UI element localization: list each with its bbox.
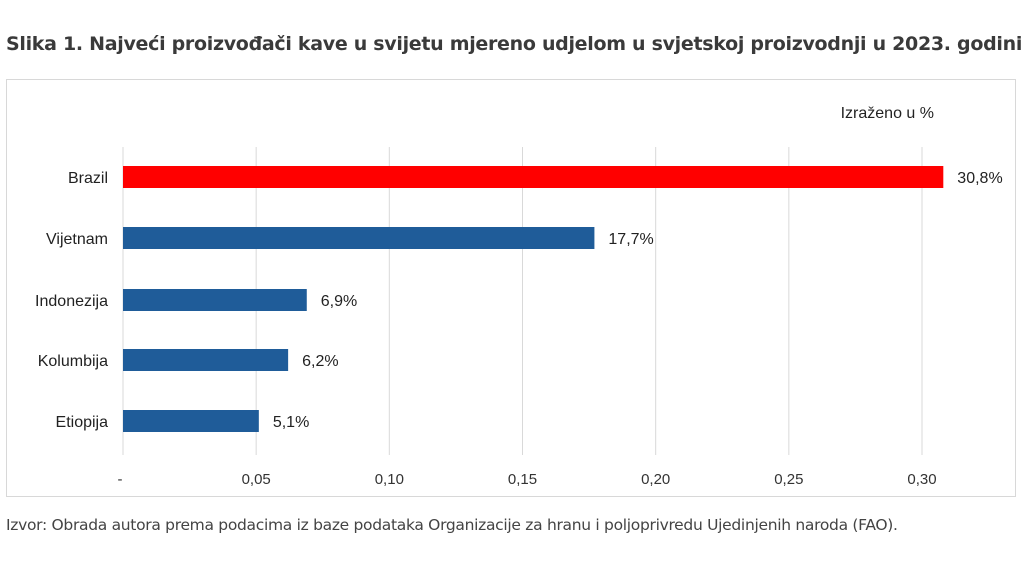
bar-etiopija: [123, 410, 259, 432]
x-tick-label: 0,15: [508, 471, 537, 488]
category-label: Indonezija: [35, 293, 108, 310]
data-label: 6,9%: [321, 293, 357, 310]
x-tick-label: 0,10: [375, 471, 404, 488]
source-note: Izvor: Obrada autora prema podacima iz b…: [6, 516, 898, 534]
x-tick-label: 0,25: [774, 471, 803, 488]
data-label: 6,2%: [302, 353, 338, 370]
bar-indonezija: [123, 289, 307, 311]
data-label: 17,7%: [608, 231, 653, 248]
x-tick-label: -: [118, 471, 123, 488]
bar-brazil: [123, 166, 944, 188]
figure-title: Slika 1. Najveći proizvođači kave u svij…: [6, 33, 1023, 55]
category-label: Kolumbija: [38, 353, 108, 370]
unit-note: Izraženo u %: [841, 105, 934, 122]
x-tick-label: 0,05: [242, 471, 271, 488]
category-label: Vijetnam: [46, 231, 108, 248]
data-label: 30,8%: [957, 170, 1002, 187]
category-label: Brazil: [68, 170, 108, 187]
chart-frame: [6, 79, 1016, 497]
data-label: 5,1%: [273, 414, 309, 431]
x-tick-label: 0,30: [907, 471, 936, 488]
bar-vijetnam: [123, 227, 595, 249]
category-label: Etiopija: [56, 414, 109, 431]
x-tick-label: 0,20: [641, 471, 670, 488]
bar-kolumbija: [123, 349, 289, 371]
